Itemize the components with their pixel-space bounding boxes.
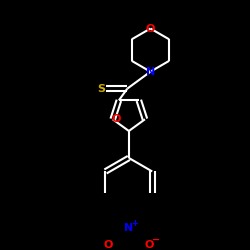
Text: O: O — [144, 240, 154, 250]
Text: O: O — [112, 114, 121, 124]
Text: O: O — [103, 240, 113, 250]
Text: +: + — [132, 219, 138, 228]
Text: N: N — [124, 223, 134, 233]
Text: N: N — [146, 67, 155, 77]
Text: S: S — [97, 84, 105, 94]
Text: −: − — [152, 235, 160, 245]
Text: O: O — [146, 24, 155, 34]
